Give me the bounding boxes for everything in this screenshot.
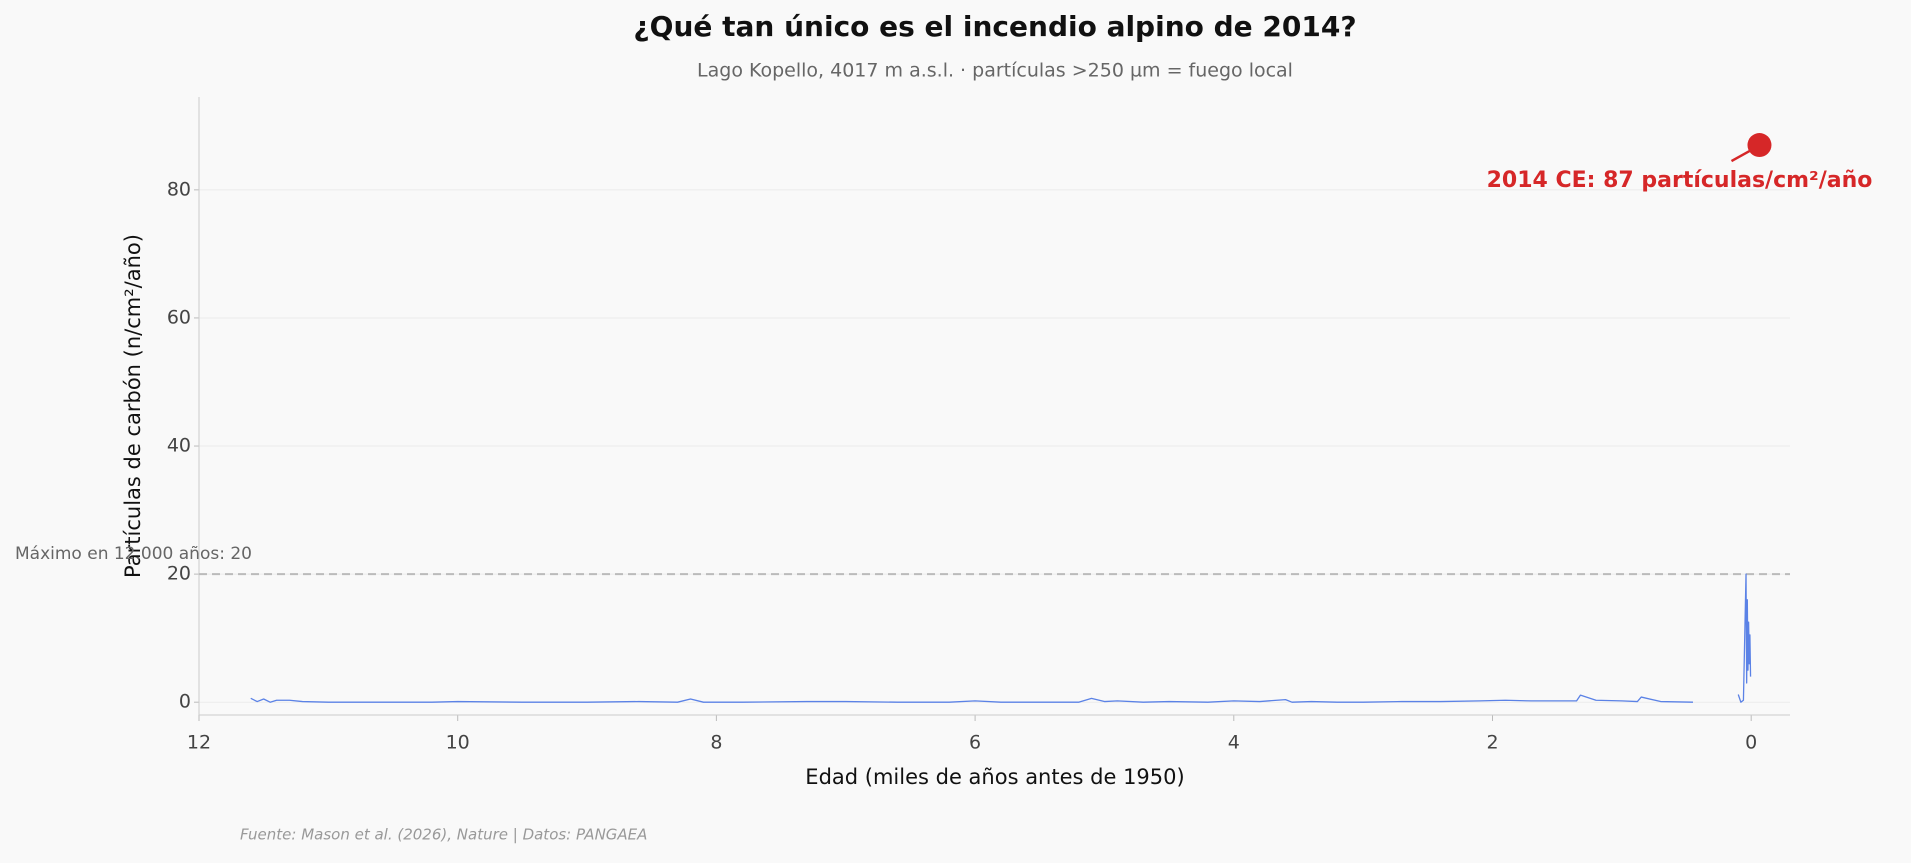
y-axis-label: Partículas de carbón (n/cm²/año) [121,234,145,578]
x-tick-label: 10 [446,732,470,754]
y-tick-label: 0 [179,691,191,713]
annotation-arrow [1730,149,1751,163]
x-tick-label: 6 [969,732,981,754]
reference-label: Máximo en 12.000 años: 20 [15,544,252,564]
x-tick-label: 4 [1228,732,1240,754]
y-tick-label: 40 [167,435,191,457]
x-tick-label: 8 [710,732,722,754]
x-tick-label: 2 [1486,732,1498,754]
y-tick-label: 80 [167,178,191,200]
x-axis-label: Edad (miles de años antes de 1950) [805,765,1184,789]
x-tick-label: 0 [1745,732,1757,754]
chart-subtitle: Lago Kopello, 4017 m a.s.l. · partículas… [697,60,1293,82]
highlight-point [1747,133,1772,158]
source-note: Fuente: Mason et al. (2026), Nature | Da… [240,826,647,844]
annotation-label: 2014 CE: 87 partículas/cm²/año [1487,168,1873,193]
chart-title: ¿Qué tan único es el incendio alpino de … [633,10,1356,43]
y-tick-label: 20 [167,563,191,585]
data-line [250,573,1752,703]
y-tick-label: 60 [167,306,191,328]
x-tick-label: 12 [187,732,211,754]
